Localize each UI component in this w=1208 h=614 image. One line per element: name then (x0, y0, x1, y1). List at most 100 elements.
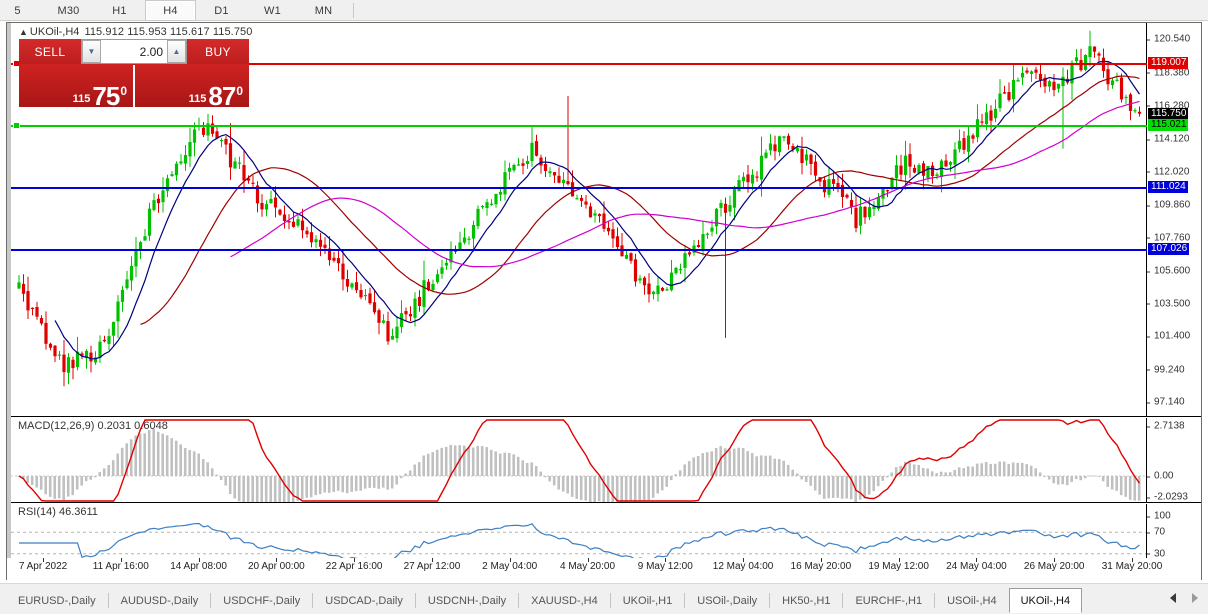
timeframe-button-5[interactable]: 5 (14, 4, 21, 17)
time-axis-mark (276, 558, 278, 562)
timeframe-button-h1[interactable]: H1 (112, 4, 127, 17)
timeframe-button-m30[interactable]: M30 (57, 4, 80, 17)
time-axis-tick: 31 May 20:00 (1101, 561, 1163, 572)
price-axis-tick: 109.860 (1147, 200, 1190, 211)
time-axis-mark (820, 558, 822, 562)
volume-input-wrapper[interactable]: ▼ 2.00 ▲ (81, 39, 187, 64)
time-axis-tick: 12 May 04:00 (712, 561, 774, 572)
tab-scroll-left-icon[interactable] (1170, 593, 1176, 603)
sell-button[interactable]: SELL (19, 39, 81, 64)
time-axis-tick: 27 Apr 12:00 (403, 561, 461, 572)
price-axis-tick: 105.600 (1147, 266, 1190, 277)
timeframe-button-d1[interactable]: D1 (214, 4, 229, 17)
price-plot-area[interactable] (11, 23, 1147, 416)
symbol-name: UKOil-,H4 (29, 26, 80, 38)
chart-tab-xauusd--h4[interactable]: XAUUSD-,H4 (531, 594, 598, 607)
rsi-label: RSI(14) 46.3611 (18, 506, 98, 518)
timeframe-button-mn[interactable]: MN (314, 4, 333, 17)
tab-scroll-controls (1170, 593, 1198, 603)
time-axis-mark (43, 558, 44, 562)
price-axis-tick: 99.240 (1147, 364, 1185, 375)
tab-scroll-right-icon[interactable] (1192, 593, 1198, 603)
time-axis-tick: 4 May 20:00 (559, 561, 616, 572)
chart-tab-eurchf--h1[interactable]: EURCHF-,H1 (855, 594, 923, 607)
sell-price-fraction: 0 (120, 84, 127, 98)
time-axis-mark (509, 558, 511, 562)
moving-average-overlay (54, 60, 1140, 360)
price-axis-tick: 97.140 (1147, 397, 1185, 408)
macd-axis-tick: 0.00 (1147, 471, 1173, 482)
chart-tabs: EURUSD-,Daily AUDUSD-,Daily USDCHF-,Daily U… (6, 588, 1083, 613)
candlestick-series (17, 30, 1142, 387)
buy-button[interactable]: BUY (187, 39, 249, 64)
price-axis-badge-green: 115.021 (1148, 119, 1189, 132)
timeframe-button-w1[interactable]: W1 (264, 4, 281, 17)
buy-price-fraction: 0 (236, 84, 243, 98)
level-line-red[interactable] (11, 63, 1147, 66)
price-axis[interactable]: 120.540 118.380 116.280 114.120 112.020 109.8… (1146, 23, 1201, 416)
time-axis-tick: 19 May 12:00 (868, 561, 929, 572)
macd-pane[interactable]: MACD(12,26,9) 0.2031 0.6048 2.7138 0.00 -2… (11, 418, 1201, 503)
tab-divider (312, 593, 314, 608)
toolbar-separator (353, 3, 354, 18)
trade-panel-top-row: SELL ▼ 2.00 ▲ BUY (19, 39, 249, 64)
price-axis-tick: 116.280 (1147, 100, 1189, 111)
time-axis-tick: 24 May 04:00 (946, 561, 1007, 572)
volume-increase-icon[interactable]: ▲ (167, 40, 186, 63)
time-axis-mark (898, 558, 900, 562)
chart-frame: 120.540 118.380 116.280 114.120 112.020 109.8… (6, 22, 1202, 580)
time-axis-mark (587, 558, 589, 562)
macd-label: MACD(12,26,9) 0.2031 0.6048 (18, 420, 168, 432)
chart-tab-audusd--daily[interactable]: AUDUSD-,Daily (120, 594, 199, 607)
price-axis-badge-red: 119.007 (1148, 57, 1189, 70)
chart-tab-ukoil--h4[interactable]: UKOil-,H4 (1008, 588, 1083, 613)
price-axis-tick: 112.020 (1147, 166, 1189, 177)
chart-tab-hk50--h1[interactable]: HK50-,H1 (782, 594, 831, 607)
level-line-blue[interactable] (11, 249, 1147, 252)
chart-tab-usoil--h4[interactable]: USOil-,H4 (947, 594, 997, 607)
tab-divider (934, 593, 936, 608)
chart-tab-usdcad--daily[interactable]: USDCAD-,Daily (325, 594, 403, 607)
volume-decrease-icon[interactable]: ▼ (82, 40, 101, 63)
sell-price-box[interactable]: 115 75 0 (19, 64, 133, 111)
price-axis-badge-blue: 111.024 (1148, 181, 1188, 194)
volume-input[interactable]: 2.00 (101, 40, 167, 63)
one-click-trading-panel[interactable]: SELL ▼ 2.00 ▲ BUY 115 75 0 (19, 39, 249, 111)
collapse-triangle-icon[interactable]: ▲ (19, 27, 28, 37)
timeframe-button-group: 5 M30 H1 H4 D1 W1 MN (0, 0, 358, 21)
level-line-handle-green[interactable] (13, 122, 20, 130)
tab-divider (609, 593, 611, 608)
top-toolbar: 5 M30 H1 H4 D1 W1 MN (0, 0, 1208, 21)
buy-price-whole: 115 (188, 93, 207, 105)
rsi-series (11, 522, 1147, 563)
buy-price-box[interactable]: 115 87 0 (135, 64, 249, 109)
price-axis-tick: 120.540 (1147, 34, 1190, 45)
time-axis-mark (198, 558, 200, 562)
level-line-blue[interactable] (11, 187, 1147, 190)
time-axis-tick: 26 May 20:00 (1023, 561, 1085, 572)
chart-tab-usoil--daily[interactable]: USOil-,Daily (697, 594, 758, 607)
tab-divider (769, 593, 771, 608)
time-axis-tick: 7 Apr 2022 (18, 561, 68, 572)
price-axis-badge-black: 115.750 (1148, 107, 1189, 120)
timeframe-button-h4[interactable]: H4 (145, 0, 196, 21)
chart-tab-usdchf--daily[interactable]: USDCHF-,Daily (223, 594, 301, 607)
chart-tab-usdcnh--daily[interactable]: USDCNH-,Daily (427, 594, 507, 607)
chart-tab-eurusd--daily[interactable]: EURUSD-,Daily (18, 594, 96, 607)
sell-price-whole: 115 (72, 93, 91, 105)
trade-panel-price-row: 115 75 0 115 87 0 (19, 64, 249, 111)
time-axis-mark (1132, 558, 1133, 562)
chart-tab-bar: EURUSD-,Daily AUDUSD-,Daily USDCHF-,Daily U… (0, 583, 1208, 614)
time-axis-tick: 14 Apr 08:00 (170, 561, 227, 572)
tab-divider (414, 593, 416, 608)
chart-tab-ukoil--h1[interactable]: UKOil-,H1 (622, 594, 673, 607)
price-axis-tick: 103.500 (1147, 298, 1190, 309)
time-axis-tick: 22 Apr 16:00 (325, 561, 383, 572)
level-line-green[interactable] (11, 125, 1147, 128)
price-axis-tick: 107.760 (1147, 232, 1190, 243)
sell-price-pips: 75 (92, 81, 120, 111)
tab-divider (684, 593, 686, 608)
price-pane[interactable]: 120.540 118.380 116.280 114.120 112.020 109.8… (11, 23, 1201, 417)
macd-axis: 2.7138 0.00 -2.0293 (1146, 418, 1201, 502)
time-axis-mark (1054, 558, 1056, 562)
